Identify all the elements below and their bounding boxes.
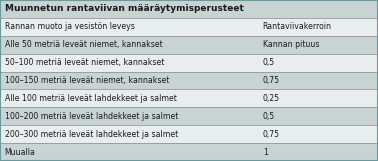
Text: 1: 1 <box>263 147 268 156</box>
Text: Rantaviivakerroin: Rantaviivakerroin <box>263 22 332 31</box>
Bar <box>0 143 378 161</box>
Text: Alle 50 metriä leveät niemet, kannakset: Alle 50 metriä leveät niemet, kannakset <box>5 40 162 49</box>
Text: Kannan pituus: Kannan pituus <box>263 40 319 49</box>
Text: Rannan muoto ja vesistön leveys: Rannan muoto ja vesistön leveys <box>5 22 135 31</box>
Bar <box>0 36 378 54</box>
Text: 100–200 metriä leveät lahdekkeet ja salmet: 100–200 metriä leveät lahdekkeet ja salm… <box>5 112 178 121</box>
Bar <box>0 125 378 143</box>
Text: Muualla: Muualla <box>5 147 36 156</box>
Text: Muunnetun rantaviivan määräytymisperusteet: Muunnetun rantaviivan määräytymisperuste… <box>5 5 243 14</box>
Text: 100–150 metriä leveät niemet, kannakset: 100–150 metriä leveät niemet, kannakset <box>5 76 169 85</box>
Text: 0,5: 0,5 <box>263 58 275 67</box>
Bar <box>0 71 378 90</box>
Bar <box>0 107 378 125</box>
Text: Alle 100 metriä leveät lahdekkeet ja salmet: Alle 100 metriä leveät lahdekkeet ja sal… <box>5 94 177 103</box>
Bar <box>0 0 378 18</box>
Text: 0,75: 0,75 <box>263 76 280 85</box>
Bar <box>0 90 378 107</box>
Text: 200–300 metriä leveät lahdekkeet ja salmet: 200–300 metriä leveät lahdekkeet ja salm… <box>5 130 178 139</box>
Bar <box>0 18 378 36</box>
Text: 50–100 metriä leveät niemet, kannakset: 50–100 metriä leveät niemet, kannakset <box>5 58 164 67</box>
Text: 0,25: 0,25 <box>263 94 280 103</box>
Text: 0,75: 0,75 <box>263 130 280 139</box>
Text: 0,5: 0,5 <box>263 112 275 121</box>
Bar <box>0 54 378 71</box>
